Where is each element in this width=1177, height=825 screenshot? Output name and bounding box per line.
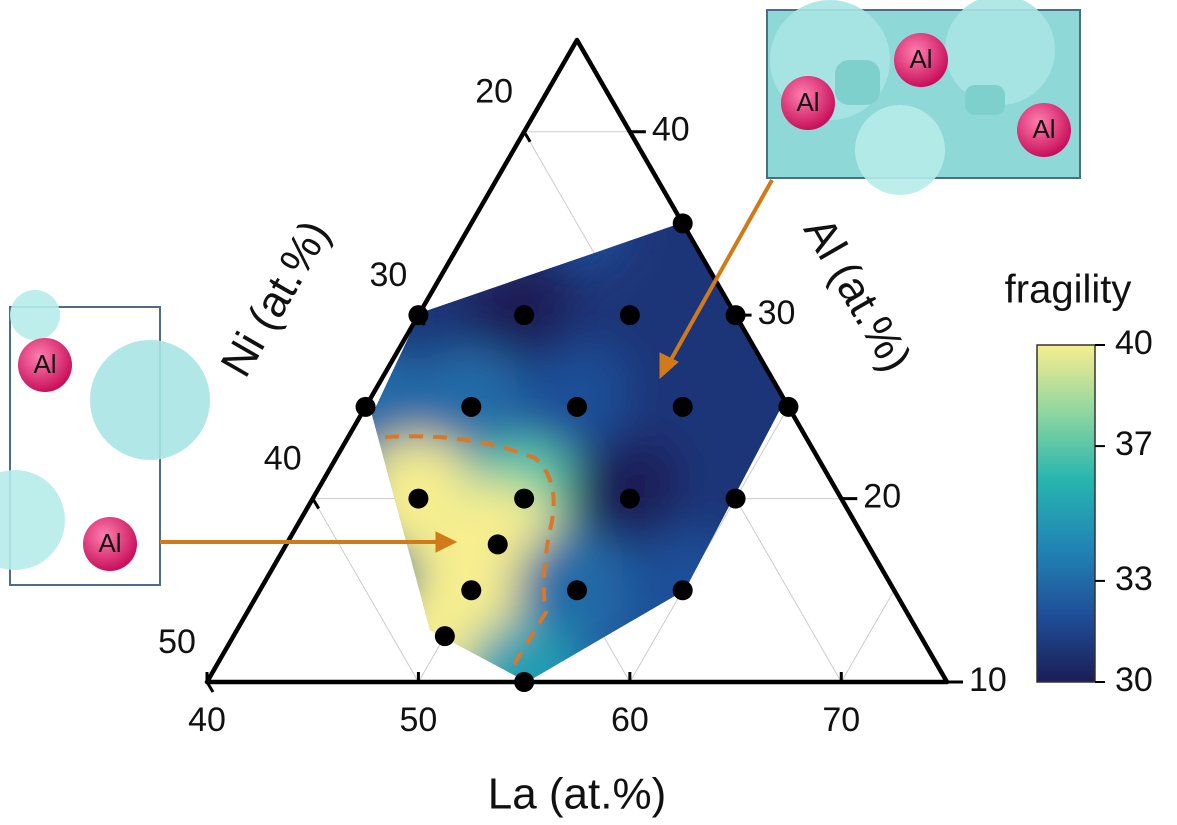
colorbar-tick-label: 30	[1115, 661, 1153, 699]
point	[673, 580, 693, 600]
atom-label: Al	[1032, 114, 1055, 144]
atom-label: Al	[909, 44, 932, 74]
point	[567, 397, 587, 417]
tick-mark	[524, 132, 530, 142]
point	[514, 489, 534, 509]
atom-label: Al	[98, 528, 121, 558]
point	[435, 626, 455, 646]
point	[673, 213, 693, 233]
point	[514, 672, 534, 692]
la-tick-label: 50	[400, 701, 438, 739]
colorbar-tick-label: 40	[1115, 324, 1153, 362]
point	[567, 580, 587, 600]
heatmap	[304, 161, 851, 744]
point	[726, 489, 746, 509]
point	[408, 305, 428, 325]
al-tick-label: 10	[969, 661, 1007, 699]
point	[620, 489, 640, 509]
atom-label: Al	[33, 349, 56, 379]
point	[778, 397, 798, 417]
point	[673, 397, 693, 417]
point	[461, 397, 481, 417]
grid-line	[841, 590, 894, 682]
al-tick-label: 20	[863, 478, 901, 516]
colorbar-title: fragility	[1005, 268, 1132, 312]
point	[356, 397, 376, 417]
ni-axis-title: Ni (at.%)	[212, 212, 340, 385]
ni-tick-label: 50	[158, 623, 196, 661]
point	[408, 489, 428, 509]
ni-tick-label: 40	[264, 440, 302, 478]
la-tick-label: 40	[188, 701, 226, 739]
atom-label: Al	[796, 87, 819, 117]
point	[461, 580, 481, 600]
tick-mark	[313, 499, 319, 509]
la-axis-title: La (at.%)	[488, 770, 667, 819]
al-tick-label: 40	[652, 111, 690, 149]
colorbar-tick-label: 37	[1115, 425, 1153, 463]
colorbar-bar	[1037, 345, 1095, 682]
al-axis-title: Al (at.%)	[794, 209, 921, 380]
heatmap-blobs	[304, 161, 851, 744]
ni-tick-label: 20	[475, 73, 513, 111]
point	[488, 534, 508, 554]
ni-tick-label: 30	[370, 256, 408, 294]
point	[514, 305, 534, 325]
colorbar: 30 33 37 40	[1037, 324, 1153, 699]
point	[620, 305, 640, 325]
colorbar-tick-label: 33	[1115, 560, 1153, 598]
la-tick-label: 70	[822, 701, 860, 739]
la-tick-label: 60	[611, 701, 649, 739]
al-tick-label: 30	[758, 294, 796, 332]
point	[726, 305, 746, 325]
chart: 40 50 60 70 20 30 40 50 10 20 30 40 La (at.%) Ni (a…	[0, 0, 1177, 825]
